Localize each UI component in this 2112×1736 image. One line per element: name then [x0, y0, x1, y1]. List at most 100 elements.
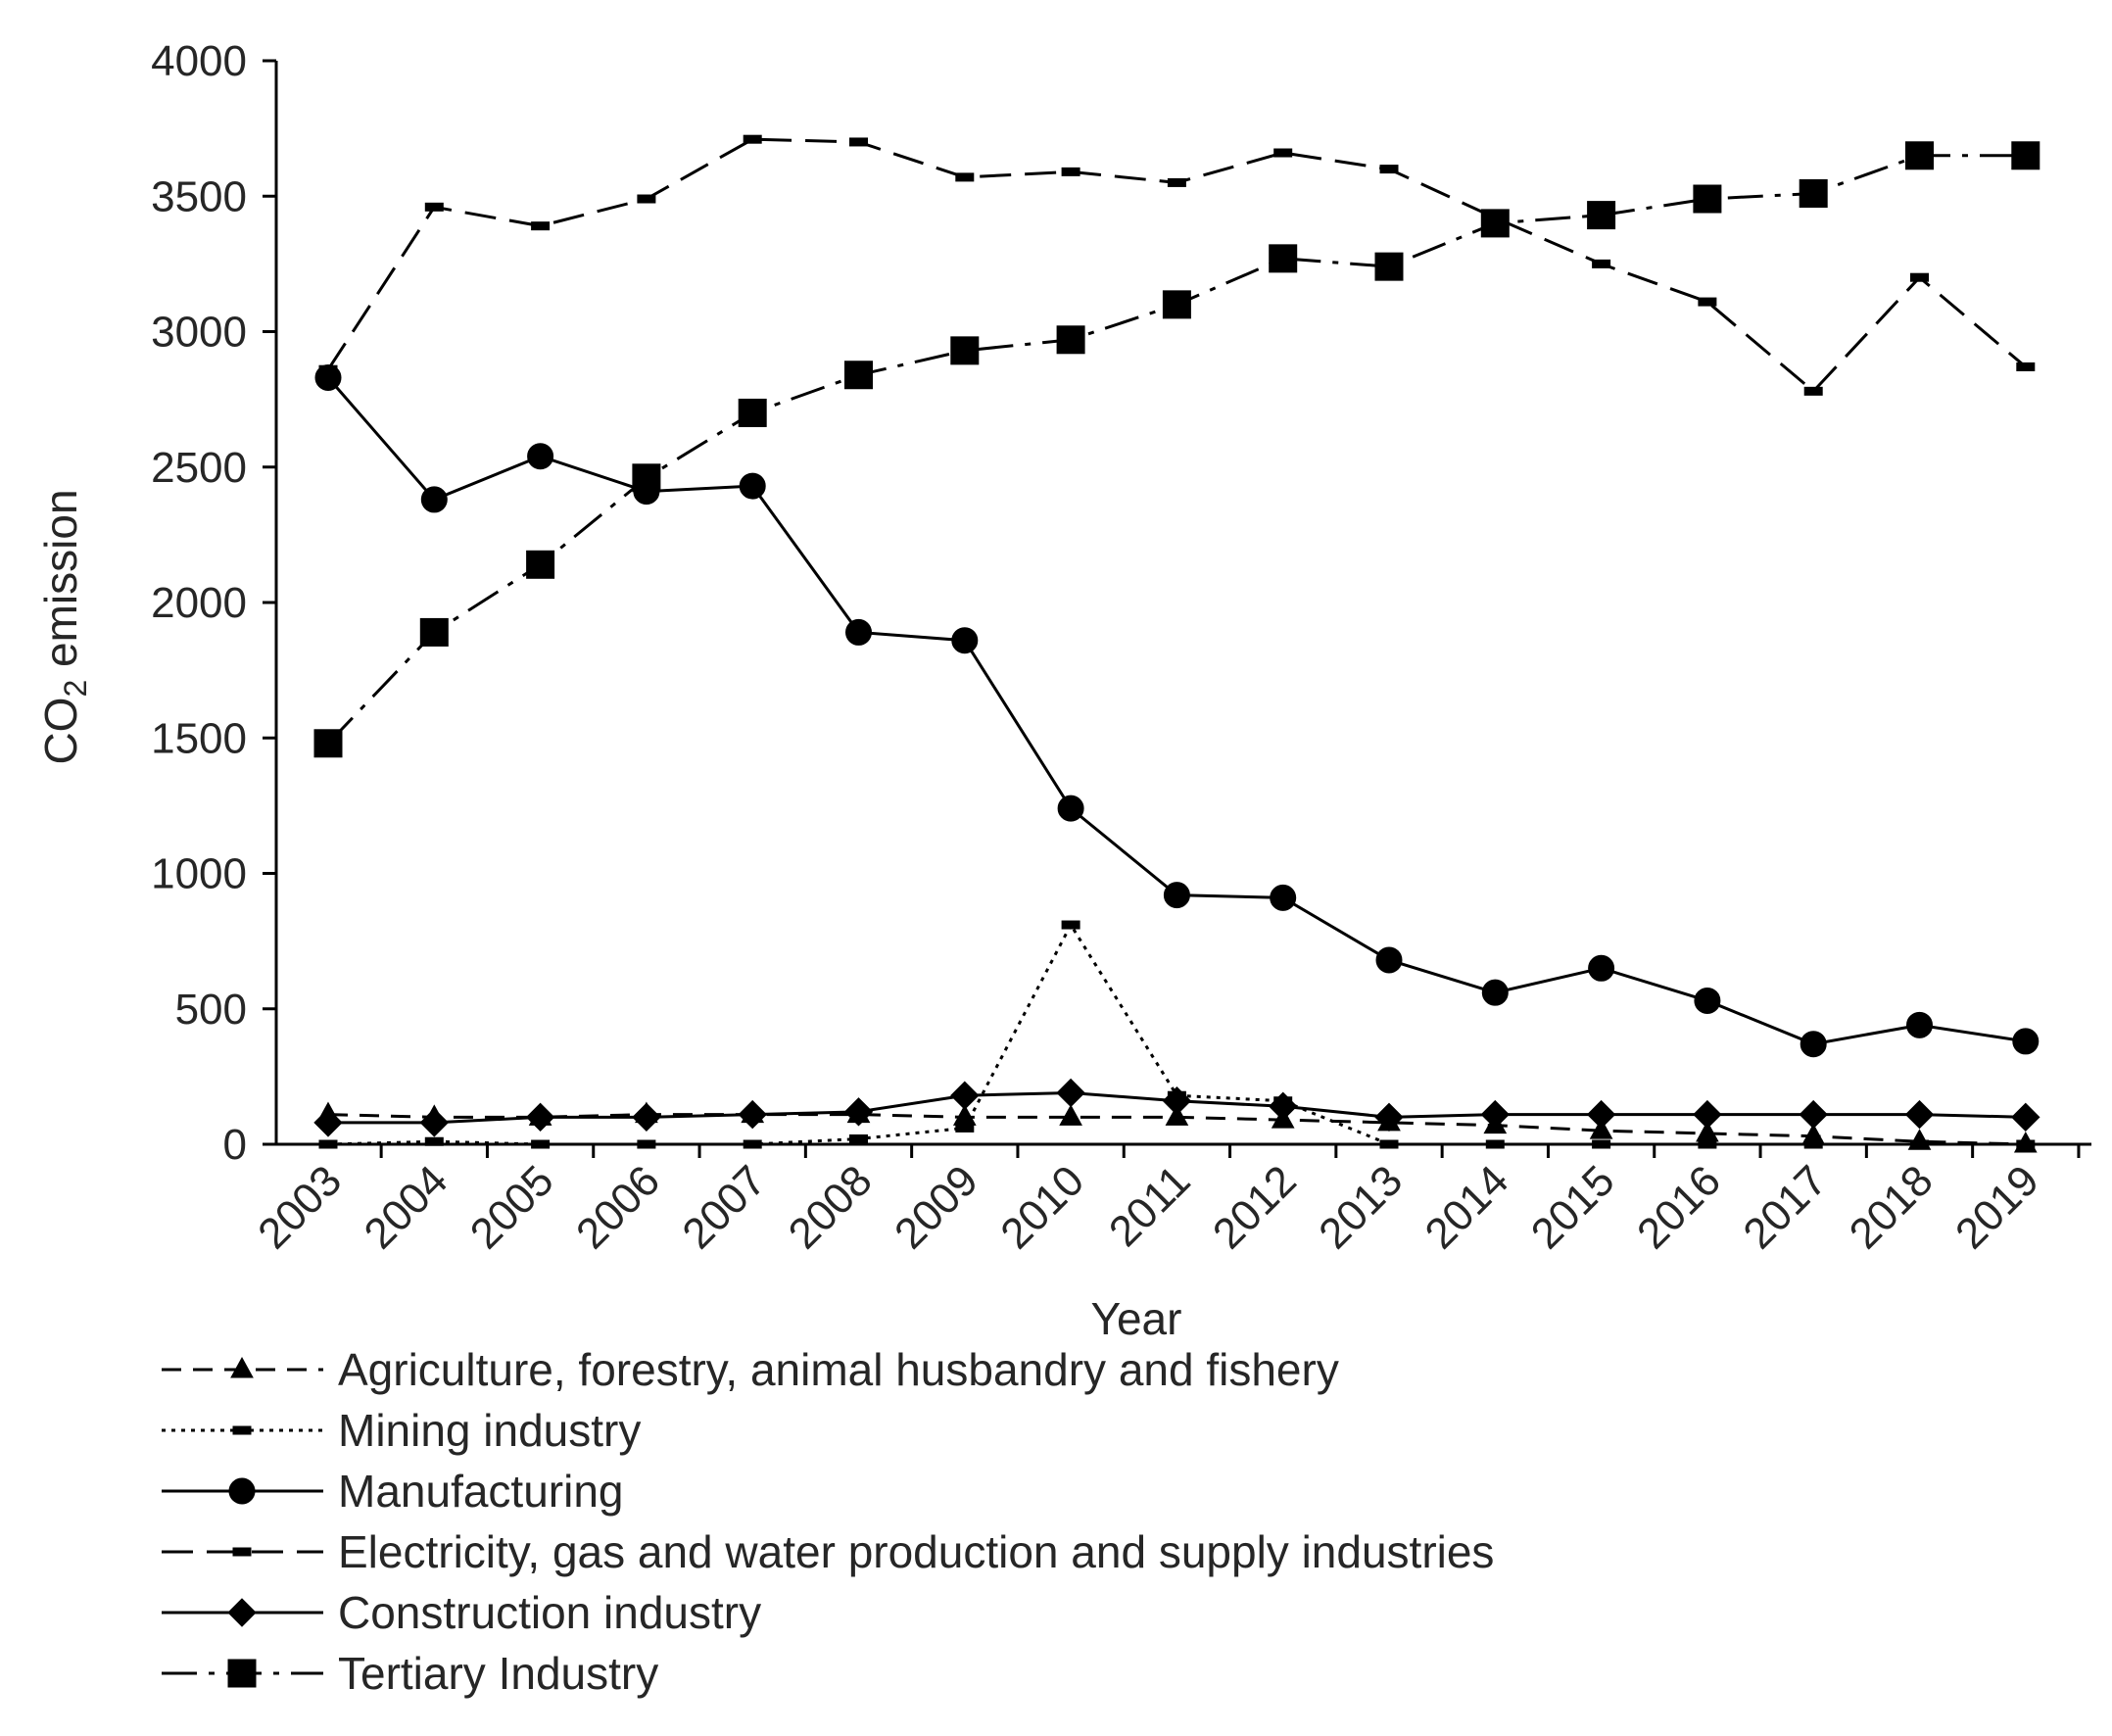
data-point: [419, 617, 449, 647]
data-point: [2012, 1028, 2040, 1055]
x-tick-label: 2012: [1204, 1156, 1306, 1258]
data-point: [743, 134, 762, 144]
data-point: [845, 618, 872, 646]
legend-label: Electricity, gas and water production an…: [338, 1526, 1494, 1577]
legend-item: Construction industry: [162, 1587, 761, 1638]
data-point: [1480, 209, 1510, 238]
series-line: [326, 154, 2026, 745]
data-point: [1799, 178, 1828, 208]
x-tick-label: 2019: [1946, 1156, 2048, 1258]
data-point: [1374, 252, 1404, 281]
data-point: [1163, 882, 1190, 909]
data-point: [1588, 954, 1615, 982]
data-point: [739, 472, 766, 500]
x-tick-label: 2018: [1841, 1156, 1943, 1258]
legend: Agriculture, forestry, animal husbandry …: [162, 1344, 1494, 1699]
series-line: [326, 137, 2027, 394]
x-tick-label: 2006: [567, 1156, 669, 1258]
data-point: [950, 1081, 980, 1110]
data-point: [1592, 259, 1611, 268]
y-tick-label: 3000: [151, 309, 247, 357]
data-point: [955, 1123, 975, 1133]
data-point: [951, 627, 979, 654]
y-tick-label: 1500: [151, 714, 247, 762]
legend-label: Tertiary Industry: [338, 1648, 658, 1699]
y-tick-label: 0: [223, 1121, 247, 1169]
data-point: [849, 137, 868, 147]
legend-item: Mining industry: [162, 1405, 641, 1456]
x-tick-label: 2007: [673, 1156, 775, 1258]
data-point: [2016, 362, 2036, 371]
y-tick-label: 2000: [151, 579, 247, 627]
legend-label: Manufacturing: [338, 1466, 624, 1517]
y-tick-label: 2500: [151, 444, 247, 492]
legend-marker: [232, 1547, 252, 1557]
data-point: [313, 729, 343, 758]
data-point: [1904, 1099, 1935, 1130]
legend-label: Mining industry: [338, 1405, 641, 1456]
legend-item: Electricity, gas and water production an…: [162, 1526, 1494, 1577]
data-point: [424, 202, 444, 212]
data-point: [1693, 184, 1722, 214]
data-point: [1059, 1104, 1082, 1126]
data-point: [1270, 884, 1297, 911]
y-axis-title-main: CO: [35, 698, 86, 765]
data-point: [2011, 141, 2040, 170]
data-point: [843, 1097, 874, 1127]
x-tick-label: 2003: [249, 1156, 351, 1258]
x-tick-label: 2008: [780, 1156, 882, 1258]
x-tick-label: 2014: [1416, 1156, 1518, 1258]
legend-item: Agriculture, forestry, animal husbandry …: [162, 1344, 1339, 1395]
y-axis-title-subscript: 2: [58, 680, 93, 698]
data-point: [1162, 1086, 1192, 1116]
data-point: [849, 1133, 868, 1143]
data-point: [1269, 244, 1298, 273]
data-point: [2011, 1102, 2040, 1133]
data-point: [1799, 1099, 1828, 1130]
data-point: [1905, 141, 1934, 170]
legend-label: Agriculture, forestry, animal husbandry …: [338, 1344, 1339, 1395]
data-point: [1056, 1078, 1085, 1108]
legend-marker: [230, 1356, 254, 1378]
y-tick-label: 1000: [151, 850, 247, 898]
data-point: [1586, 1099, 1616, 1130]
y-tick-label: 4000: [151, 37, 247, 85]
data-point: [844, 361, 873, 390]
legend-label: Construction industry: [338, 1587, 761, 1638]
x-tick-label: 2010: [991, 1156, 1093, 1258]
data-point: [525, 1102, 555, 1133]
y-tick-label: 3500: [151, 172, 247, 220]
data-point: [1910, 272, 1929, 282]
data-point: [1056, 325, 1085, 355]
series-2: [314, 364, 2040, 1058]
data-point: [1162, 290, 1191, 319]
legend-marker: [227, 1598, 257, 1627]
data-point: [1694, 987, 1721, 1014]
series-layer: [313, 134, 2040, 1153]
data-point: [526, 550, 555, 579]
data-point: [1061, 167, 1080, 176]
x-tick-label: 2016: [1628, 1156, 1730, 1258]
series-4: [313, 1078, 2040, 1137]
x-axis-title: Year: [1091, 1293, 1182, 1344]
data-point: [531, 221, 551, 231]
data-point: [738, 1099, 767, 1130]
x-tick-label: 2009: [886, 1156, 987, 1258]
y-axis-title: CO2 emission: [35, 489, 93, 764]
data-point: [950, 336, 980, 365]
data-point: [1906, 1011, 1933, 1038]
data-point: [1693, 1099, 1722, 1130]
x-tick-label: 2004: [356, 1156, 457, 1258]
data-point: [1379, 165, 1399, 174]
data-point: [633, 478, 660, 506]
data-point: [1803, 386, 1823, 396]
x-tick-label: 2011: [1100, 1156, 1200, 1256]
series-5: [313, 141, 2040, 758]
data-point: [314, 364, 342, 392]
data-point: [637, 194, 656, 204]
data-point: [1587, 201, 1616, 230]
data-point: [955, 172, 975, 182]
data-point: [1268, 1091, 1298, 1121]
data-point: [632, 1102, 661, 1133]
